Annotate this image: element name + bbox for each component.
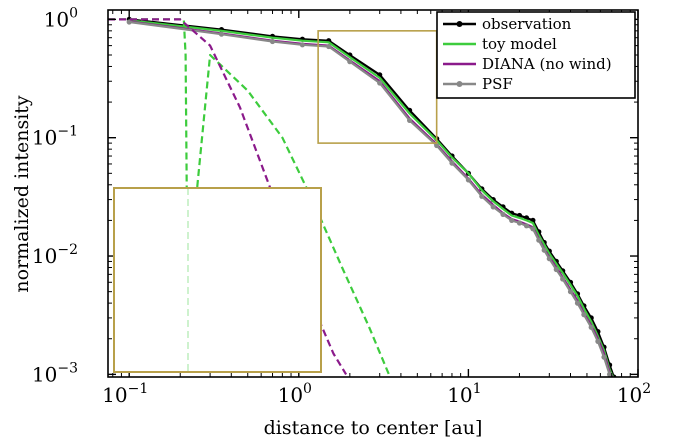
psf-point <box>595 338 601 344</box>
psf-point <box>516 220 523 226</box>
psf-point <box>126 19 132 25</box>
psf-point <box>490 204 496 210</box>
y-tick-label: 10−2 <box>32 242 78 268</box>
x-tick-label: 102 <box>617 381 651 407</box>
psf-point <box>536 237 542 243</box>
legend-label-diana-no-wind: DIANA (no wind) <box>482 55 612 73</box>
psf-point <box>560 276 566 282</box>
inset-background <box>114 188 321 372</box>
psf-point <box>567 289 574 295</box>
psf-point <box>523 223 530 229</box>
legend: observation toy model DIANA (no wind) PSF <box>436 11 636 99</box>
psf-point <box>218 31 225 37</box>
psf-point <box>407 117 413 123</box>
psf-point <box>449 160 455 166</box>
psf-point <box>509 217 515 223</box>
legend-label-psf: PSF <box>482 75 513 93</box>
plot-frame <box>107 9 639 378</box>
legend-label-observation: observation <box>482 15 572 33</box>
psf-point <box>500 211 506 217</box>
psf-point <box>574 300 581 306</box>
psf-point <box>601 354 607 360</box>
psf-point <box>347 59 353 65</box>
legend-marker-psf <box>456 81 463 87</box>
legend-label-toy-model: toy model <box>482 35 557 53</box>
y-axis-title: normalized intensity <box>11 95 33 293</box>
x-tick-label: 101 <box>447 381 481 407</box>
psf-point <box>479 193 485 199</box>
psf-point <box>377 80 383 86</box>
x-axis-title: distance to center [au] <box>264 417 483 439</box>
psf-point <box>299 42 305 48</box>
psf-point <box>434 142 440 149</box>
inset-frame <box>113 187 322 373</box>
psf-point <box>269 38 276 45</box>
y-tick-label: 100 <box>44 5 78 31</box>
psf-point <box>611 380 616 385</box>
psf-point <box>465 177 471 183</box>
legend-marker-observation <box>456 21 463 27</box>
psf-point <box>588 324 594 330</box>
psf-point <box>607 371 613 377</box>
y-tick-label: 10−1 <box>32 124 78 150</box>
psf-point <box>546 256 552 262</box>
y-tick-label: 10−3 <box>32 360 78 386</box>
psf-point <box>581 312 587 318</box>
x-tick-label: 100 <box>278 381 312 407</box>
toy-model-unconvolved-line <box>108 18 390 375</box>
toy-model-line <box>129 19 615 377</box>
psf-point <box>541 247 547 253</box>
psf-point <box>530 226 536 232</box>
x-tick-label: 10−1 <box>102 381 148 407</box>
diana-unconvolved-line <box>108 18 348 375</box>
psf-point <box>326 43 332 50</box>
psf-point <box>553 266 559 273</box>
